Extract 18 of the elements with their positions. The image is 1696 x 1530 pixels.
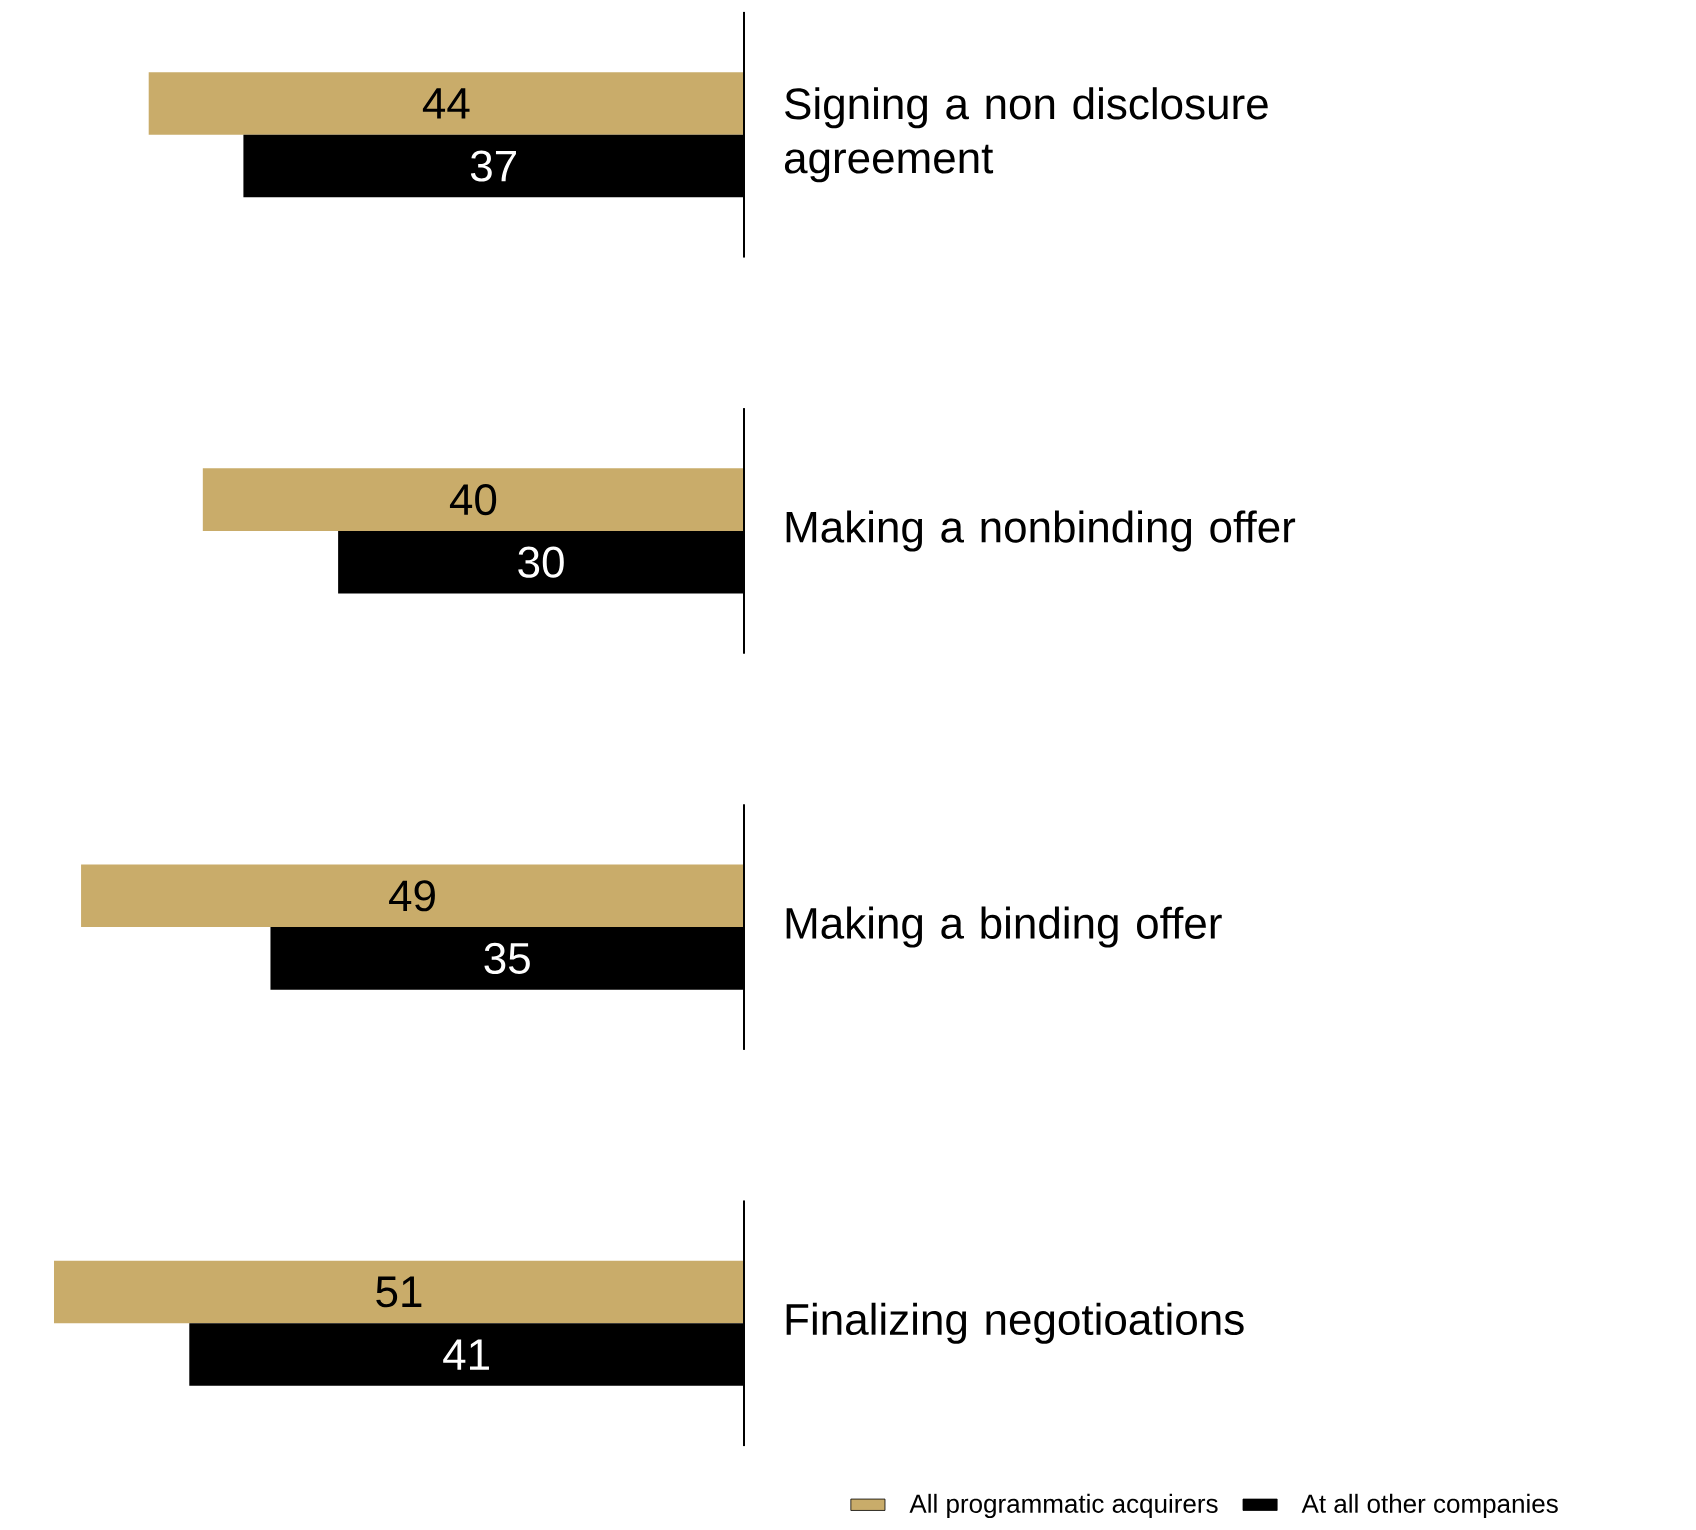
y-tick-label: Making a nonbinding offer	[786, 510, 1296, 552]
data-label: 30	[518, 546, 564, 578]
data-label: 35	[484, 942, 530, 974]
bar	[148, 72, 744, 135]
bar	[81, 864, 744, 928]
data-label: 44	[422, 88, 470, 119]
data-label: 40	[449, 484, 497, 516]
y-tick-label: Finalizing negotioations	[786, 1302, 1244, 1344]
y-tick-label: Signing a non disclosure agreement	[784, 87, 1268, 183]
data-label: 51	[376, 1276, 422, 1308]
bar	[202, 468, 744, 531]
bar	[54, 1260, 744, 1324]
data-label: 49	[389, 880, 435, 912]
data-label: 37	[470, 150, 516, 182]
legend-label: All programmatic acquirers	[909, 1493, 1218, 1519]
legend-label: At all other companies	[1301, 1493, 1558, 1519]
y-tick-label: Making a binding offer	[786, 906, 1222, 948]
data-label: 41	[443, 1339, 489, 1370]
